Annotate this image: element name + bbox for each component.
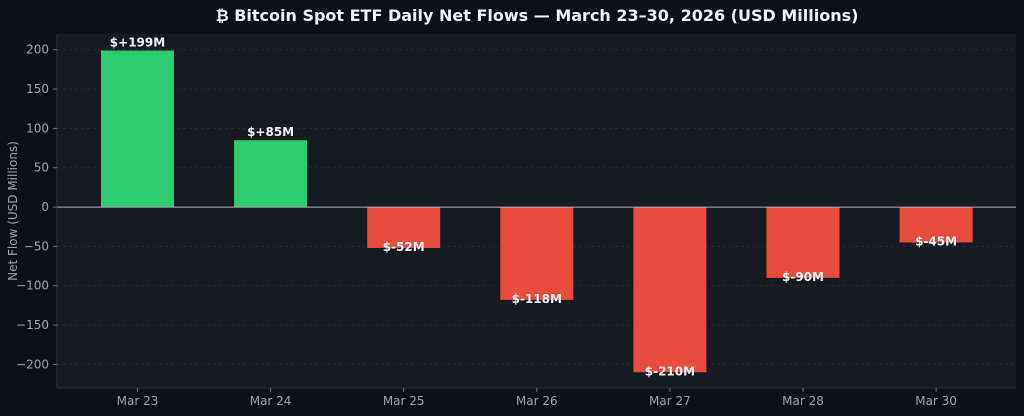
bar (367, 207, 441, 248)
bar-data-label: $-210M (645, 364, 695, 378)
bar-data-label: $-45M (915, 234, 957, 248)
bar-data-label: $-90M (782, 270, 824, 284)
bar (101, 50, 174, 208)
bar (766, 207, 840, 278)
bar (500, 207, 574, 300)
bar-data-label: $+199M (110, 36, 165, 50)
bars (101, 50, 973, 373)
x-tick-label: Mar 28 (782, 394, 824, 408)
x-tick-label: Mar 26 (516, 394, 558, 408)
y-tick-label: 0 (41, 200, 49, 214)
x-tick-label: Mar 24 (250, 394, 292, 408)
y-axis-ticks: 200 150 100 50 0 −50 −100 −150 −200 (16, 43, 57, 371)
x-tick-label: Mar 23 (117, 394, 159, 408)
y-tick-label: −200 (16, 357, 49, 371)
x-axis-ticks: Mar 23 Mar 24 Mar 25 Mar 26 Mar 27 Mar 28 Mar … (117, 388, 957, 408)
y-tick-label: 50 (34, 161, 49, 175)
chart-title: ₿ Bitcoin Spot ETF Daily Net Flows — Mar… (216, 6, 859, 25)
x-tick-label: Mar 25 (383, 394, 425, 408)
y-tick-label: −150 (16, 318, 49, 332)
bar (633, 207, 707, 373)
y-tick-label: −100 (16, 279, 49, 293)
x-tick-label: Mar 30 (915, 394, 957, 408)
bar (899, 207, 973, 243)
y-tick-label: −50 (24, 239, 49, 253)
bar-data-label: $+85M (247, 125, 294, 139)
data-labels: $+199M $+85M $-52M $-118M $-210M $-90M $-45M (110, 36, 957, 379)
bar-data-label: $-118M (512, 292, 562, 306)
bar-data-label: $-52M (383, 240, 425, 254)
x-tick-label: Mar 27 (649, 394, 691, 408)
y-axis-label: Net Flow (USD Millions) (6, 141, 20, 281)
y-tick-label: 150 (26, 82, 49, 96)
bar (234, 140, 308, 208)
y-tick-label: 100 (26, 121, 49, 135)
y-tick-label: 200 (26, 43, 49, 57)
